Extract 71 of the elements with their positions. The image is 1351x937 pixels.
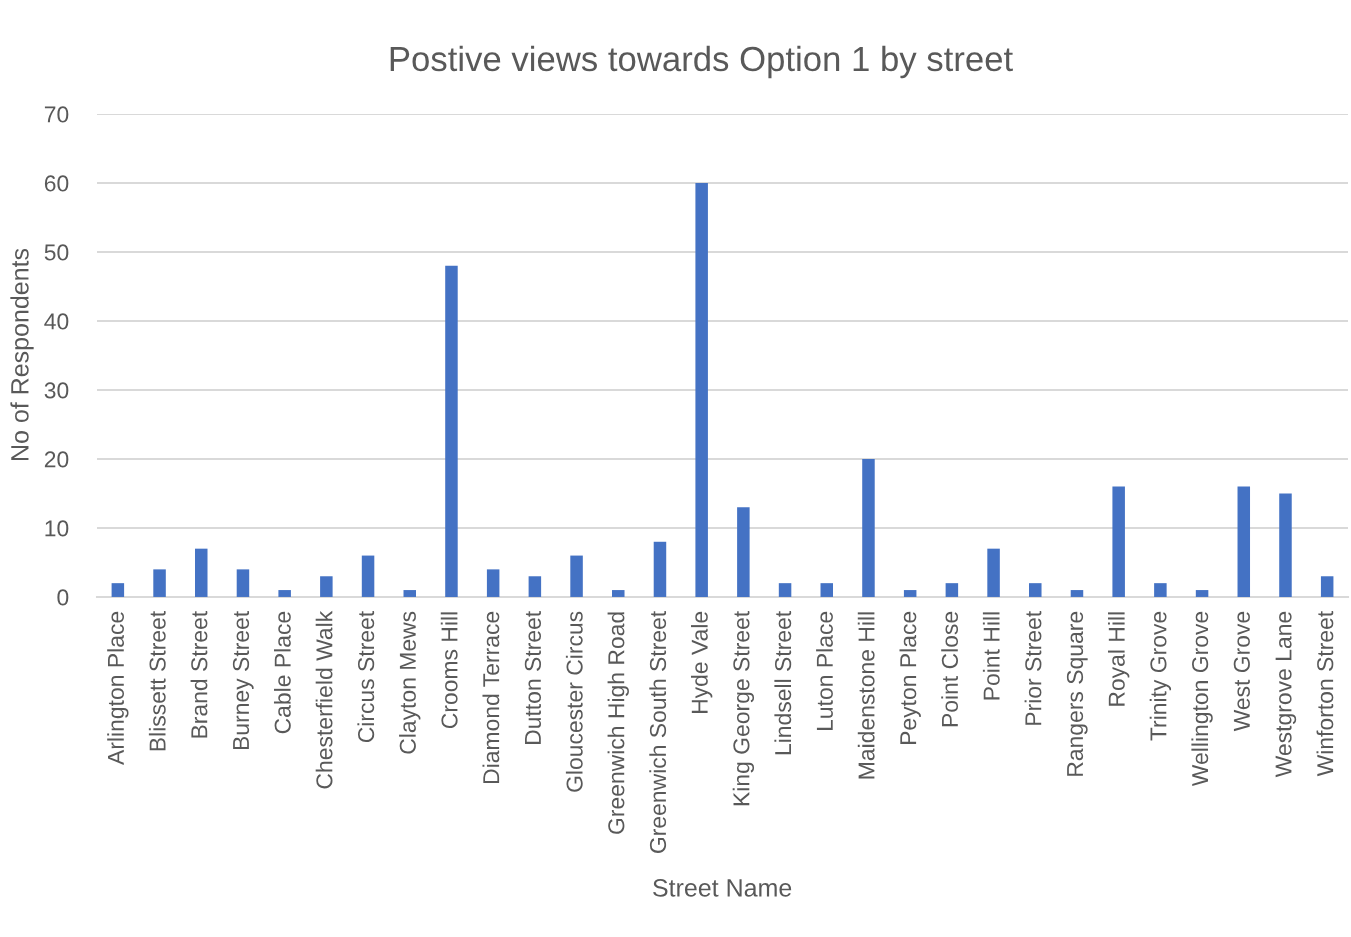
x-tick-label: West Grove: [1233, 611, 1250, 732]
x-tick-label: Point Close: [941, 611, 959, 727]
x-tick-label: Lindsell Street: [774, 611, 792, 755]
bar: [945, 583, 959, 597]
bar: [1237, 486, 1251, 597]
bar: [653, 541, 667, 597]
x-tick-label: King George Street: [732, 611, 755, 806]
bar: [1320, 576, 1334, 597]
bar: [528, 576, 542, 597]
x-tick-label: Westgrove Lane: [1275, 611, 1297, 778]
x-tick-label: Trinity Grove: [1149, 611, 1172, 741]
x-tick-label: Maidenstone Hill: [857, 612, 875, 779]
x-tick-label: Diamond Terrace: [482, 611, 500, 784]
bar: [987, 548, 1000, 597]
y-tick-label: 40: [44, 313, 69, 330]
x-tick-label: Clayton Mews: [399, 611, 421, 754]
y-tick-label: 60: [44, 175, 69, 192]
x-tick-label: Dutton Street: [524, 611, 542, 744]
chart-title: Postive views towards Option 1 by street: [390, 45, 1013, 79]
bar: [445, 265, 458, 597]
x-tick-label: Point Hill: [982, 612, 1000, 700]
bar: [737, 507, 750, 597]
x-tick-label: Circus Street: [357, 611, 375, 743]
x-tick-label: Arlington Place: [107, 611, 129, 765]
x-tick-label: Wellington Grove: [1191, 611, 1213, 787]
bar: [153, 569, 166, 597]
y-tick-label: 50: [44, 244, 69, 261]
bar: [403, 590, 417, 597]
x-tick-label: Brand Street: [190, 611, 208, 738]
x-tick-label: Peyton Place: [899, 611, 921, 744]
x-tick-label: Hyde Vale: [690, 611, 713, 714]
y-axis-title: No of Respondents: [10, 248, 34, 460]
x-tick-label: Burney Street: [232, 611, 254, 750]
x-tick-label: Luton Place: [816, 611, 833, 730]
y-tick-label: 20: [44, 451, 69, 468]
bar: [612, 590, 625, 597]
x-tick-label: Prior Street: [1024, 611, 1042, 725]
x-tick-label: Crooms Hill: [440, 612, 458, 729]
bar: [903, 590, 917, 597]
bar: [320, 576, 333, 597]
bar: [236, 569, 250, 597]
bar: [111, 583, 125, 597]
x-axis-title: Street Name: [653, 879, 792, 897]
y-tick-label: 30: [44, 382, 69, 399]
bar: [695, 183, 708, 597]
bar: [278, 590, 291, 597]
x-tick-label: Greenwich South Street: [649, 611, 667, 853]
bar: [1070, 590, 1084, 597]
x-tick-label: Greenwich High Road: [607, 612, 629, 834]
bar: [1029, 583, 1042, 597]
x-tick-label: Chesterfield Walk: [315, 610, 333, 789]
bar: [361, 555, 375, 597]
y-tick-label: 0: [57, 589, 69, 606]
y-tick-label: 70: [44, 106, 69, 123]
bar: [1279, 493, 1292, 597]
bar: [862, 458, 875, 597]
bar: [1112, 486, 1125, 597]
x-tick-label: Winforton Street: [1316, 611, 1334, 777]
x-tick-label: Royal Hill: [1107, 612, 1130, 706]
bar: [1154, 583, 1167, 597]
bar: [195, 548, 208, 597]
bar: [820, 583, 834, 597]
bar: [1195, 590, 1209, 597]
x-tick-label: Blissett Street: [148, 611, 166, 751]
y-tick-label: 10: [45, 520, 69, 537]
bar: [570, 555, 583, 597]
bar: [486, 569, 500, 597]
x-tick-label: Rangers Square: [1066, 611, 1088, 776]
bar: [778, 583, 792, 597]
x-tick-label: Cable Place: [273, 611, 291, 734]
x-tick-label: Gloucester Circus: [565, 611, 583, 792]
